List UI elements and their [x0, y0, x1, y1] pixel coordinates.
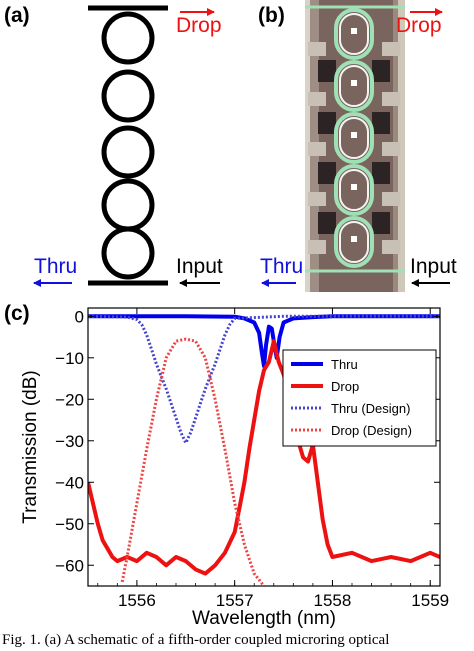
series-line-drop-design [120, 337, 266, 586]
transmission-chart: 1556 1557 1558 1559 0 −10 −20 −30 −40 −50 −60 Wavel… [20, 307, 449, 629]
chip-micrograph [305, 0, 405, 292]
panel-b: (b) [258, 0, 457, 292]
y-tick-label: −60 [55, 556, 84, 575]
x-tick-label: 1559 [411, 591, 449, 610]
panel-c-label: (c) [4, 302, 30, 325]
input-label-a: Input [176, 255, 223, 278]
microring [101, 178, 155, 232]
y-tick-label: 0 [75, 307, 84, 326]
panel-b-label: (b) [258, 4, 285, 27]
microring [101, 69, 155, 123]
drop-label-a: Drop [176, 14, 222, 37]
y-tick-label: −20 [55, 390, 84, 409]
legend-entry: Thru [331, 357, 358, 372]
x-tick-label: 1557 [216, 591, 254, 610]
y-tick-label: −50 [55, 515, 84, 534]
figure: (a) Drop Thru Input (b) [4, 0, 457, 629]
series-line-drop [88, 339, 440, 576]
x-axis-label: Wavelength (nm) [192, 608, 336, 629]
legend-entry: Drop [331, 379, 359, 394]
panel-a-label: (a) [4, 4, 30, 27]
y-tick-label: −10 [55, 349, 84, 368]
microring [101, 11, 155, 65]
legend-entry: Drop (Design) [331, 423, 412, 438]
plot-frame [87, 307, 441, 587]
microring [101, 226, 155, 280]
input-label-b: Input [410, 255, 457, 278]
thru-label-a: Thru [34, 255, 77, 278]
x-tick-label: 1556 [118, 591, 156, 610]
microring-stack [101, 11, 155, 280]
drop-label-b: Drop [396, 14, 442, 37]
series-line-thru-design [88, 314, 440, 445]
microring [101, 125, 155, 179]
y-axis-label: Transmission (dB) [20, 370, 41, 523]
legend-entry: Thru (Design) [331, 401, 410, 416]
y-tick-label: −30 [55, 432, 84, 451]
figure-caption: Fig. 1. (a) A schematic of a fifth-order… [2, 632, 390, 648]
panel-a: (a) Drop Thru Input [4, 4, 223, 287]
y-tick-label: −40 [55, 473, 84, 492]
thru-label-b: Thru [260, 255, 303, 278]
panel-c: (c) 1556 1557 1558 1559 0 −10 −20 −30 −40 −50 −60 W… [4, 302, 449, 629]
x-tick-label: 1558 [314, 591, 352, 610]
